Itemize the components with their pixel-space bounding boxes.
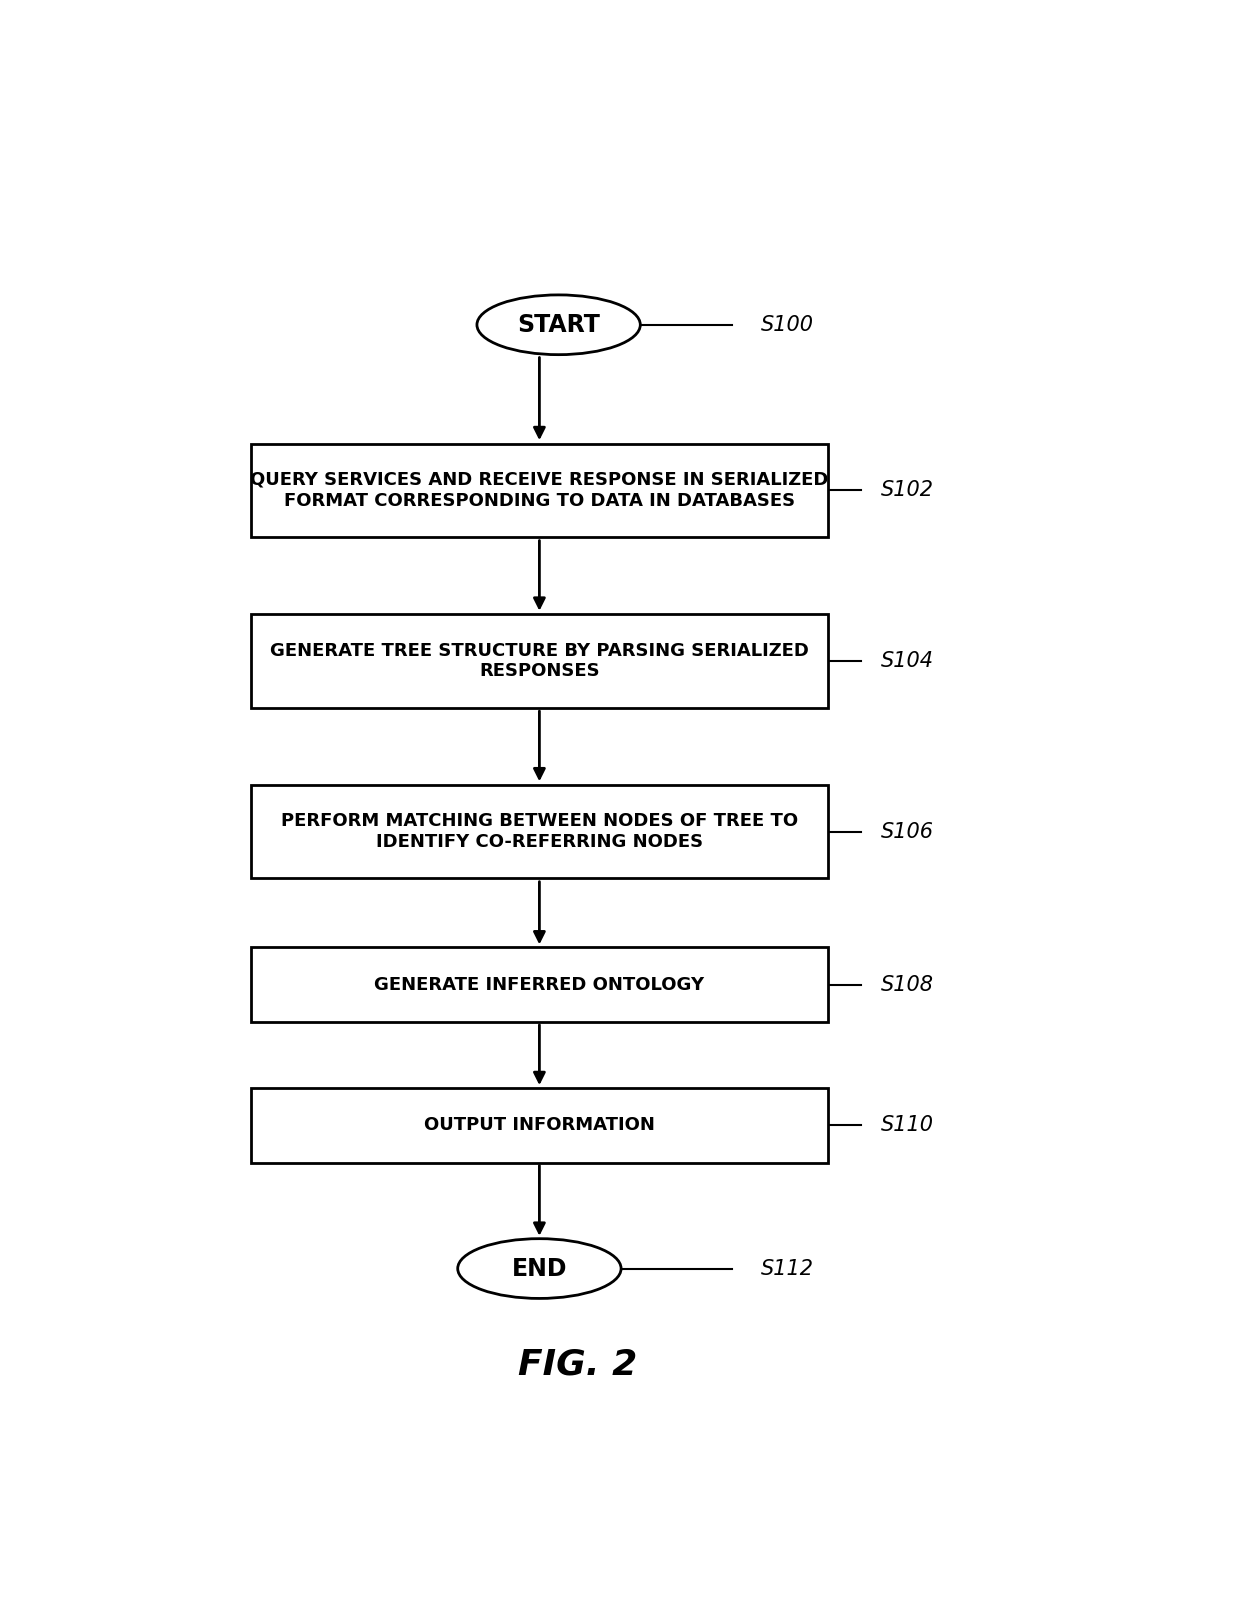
Text: PERFORM MATCHING BETWEEN NODES OF TREE TO
IDENTIFY CO-REFERRING NODES: PERFORM MATCHING BETWEEN NODES OF TREE T… [280,812,799,851]
Text: S104: S104 [880,652,934,671]
FancyBboxPatch shape [250,784,828,878]
FancyBboxPatch shape [250,1088,828,1163]
Text: S106: S106 [880,821,934,841]
Text: S102: S102 [880,480,934,500]
FancyBboxPatch shape [250,443,828,537]
Ellipse shape [477,294,640,354]
Text: S112: S112 [760,1258,813,1279]
Text: S100: S100 [760,315,813,335]
Text: END: END [512,1256,567,1281]
Text: GENERATE INFERRED ONTOLOGY: GENERATE INFERRED ONTOLOGY [374,975,704,994]
Text: OUTPUT INFORMATION: OUTPUT INFORMATION [424,1116,655,1135]
FancyBboxPatch shape [250,948,828,1022]
Text: S110: S110 [880,1116,934,1135]
FancyBboxPatch shape [250,614,828,708]
Text: FIG. 2: FIG. 2 [518,1347,637,1381]
Text: QUERY SERVICES AND RECEIVE RESPONSE IN SERIALIZED
FORMAT CORRESPONDING TO DATA I: QUERY SERVICES AND RECEIVE RESPONSE IN S… [250,471,828,509]
Text: START: START [517,312,600,336]
Text: S108: S108 [880,975,934,994]
Text: GENERATE TREE STRUCTURE BY PARSING SERIALIZED
RESPONSES: GENERATE TREE STRUCTURE BY PARSING SERIA… [270,642,808,681]
Ellipse shape [458,1239,621,1298]
